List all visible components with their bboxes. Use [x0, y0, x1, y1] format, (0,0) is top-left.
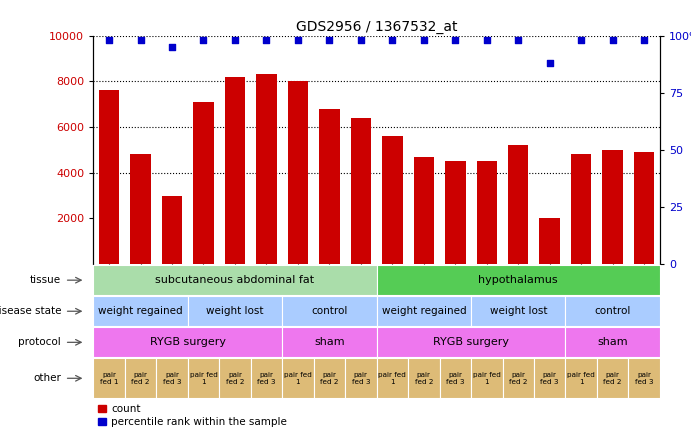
Text: disease state: disease state: [0, 306, 61, 316]
Bar: [319, 109, 339, 264]
Point: [513, 36, 524, 44]
Point: [229, 36, 240, 44]
Text: sham: sham: [314, 337, 345, 347]
Text: pair fed
1: pair fed 1: [473, 372, 501, 385]
Text: pair
fed 3: pair fed 3: [352, 372, 370, 385]
Text: pair
fed 3: pair fed 3: [257, 372, 276, 385]
Legend: count, percentile rank within the sample: count, percentile rank within the sample: [99, 404, 287, 428]
Text: hypothalamus: hypothalamus: [478, 275, 558, 285]
Point: [292, 36, 303, 44]
Text: pair fed
1: pair fed 1: [379, 372, 406, 385]
Bar: [540, 218, 560, 264]
Text: pair fed
1: pair fed 1: [284, 372, 312, 385]
Title: GDS2956 / 1367532_at: GDS2956 / 1367532_at: [296, 20, 457, 35]
Bar: [445, 161, 466, 264]
Bar: [477, 161, 497, 264]
Bar: [414, 157, 434, 264]
Point: [481, 36, 492, 44]
Text: pair
fed 2: pair fed 2: [226, 372, 244, 385]
Text: RYGB surgery: RYGB surgery: [150, 337, 226, 347]
Text: pair
fed 2: pair fed 2: [603, 372, 622, 385]
Bar: [256, 75, 276, 264]
Text: protocol: protocol: [19, 337, 61, 347]
Text: subcutaneous abdominal fat: subcutaneous abdominal fat: [155, 275, 314, 285]
Point: [607, 36, 618, 44]
Bar: [603, 150, 623, 264]
Text: other: other: [33, 373, 61, 383]
Point: [104, 36, 115, 44]
Point: [576, 36, 587, 44]
Text: weight lost: weight lost: [489, 306, 547, 316]
Point: [450, 36, 461, 44]
Text: pair
fed 3: pair fed 3: [446, 372, 464, 385]
Bar: [634, 152, 654, 264]
Text: weight lost: weight lost: [206, 306, 264, 316]
Text: pair
fed 3: pair fed 3: [163, 372, 181, 385]
Bar: [162, 196, 182, 264]
Point: [638, 36, 650, 44]
Point: [135, 36, 146, 44]
Text: control: control: [594, 306, 631, 316]
Text: pair
fed 2: pair fed 2: [131, 372, 150, 385]
Point: [198, 36, 209, 44]
Text: pair
fed 3: pair fed 3: [635, 372, 654, 385]
Point: [261, 36, 272, 44]
Bar: [382, 136, 403, 264]
Text: pair
fed 2: pair fed 2: [415, 372, 433, 385]
Bar: [571, 155, 591, 264]
Text: tissue: tissue: [30, 275, 61, 285]
Text: weight regained: weight regained: [381, 306, 466, 316]
Text: pair fed
1: pair fed 1: [567, 372, 595, 385]
Point: [545, 59, 556, 67]
Bar: [287, 81, 308, 264]
Text: pair
fed 1: pair fed 1: [100, 372, 118, 385]
Text: weight regained: weight regained: [98, 306, 183, 316]
Point: [324, 36, 335, 44]
Bar: [225, 77, 245, 264]
Point: [387, 36, 398, 44]
Bar: [350, 118, 371, 264]
Point: [167, 44, 178, 51]
Text: pair fed
1: pair fed 1: [189, 372, 218, 385]
Point: [355, 36, 366, 44]
Point: [418, 36, 429, 44]
Text: pair
fed 2: pair fed 2: [320, 372, 339, 385]
Bar: [193, 102, 214, 264]
Text: pair
fed 2: pair fed 2: [509, 372, 527, 385]
Text: RYGB surgery: RYGB surgery: [433, 337, 509, 347]
Bar: [508, 145, 529, 264]
Bar: [131, 155, 151, 264]
Text: control: control: [311, 306, 348, 316]
Bar: [99, 91, 120, 264]
Text: pair
fed 3: pair fed 3: [540, 372, 559, 385]
Text: sham: sham: [598, 337, 628, 347]
